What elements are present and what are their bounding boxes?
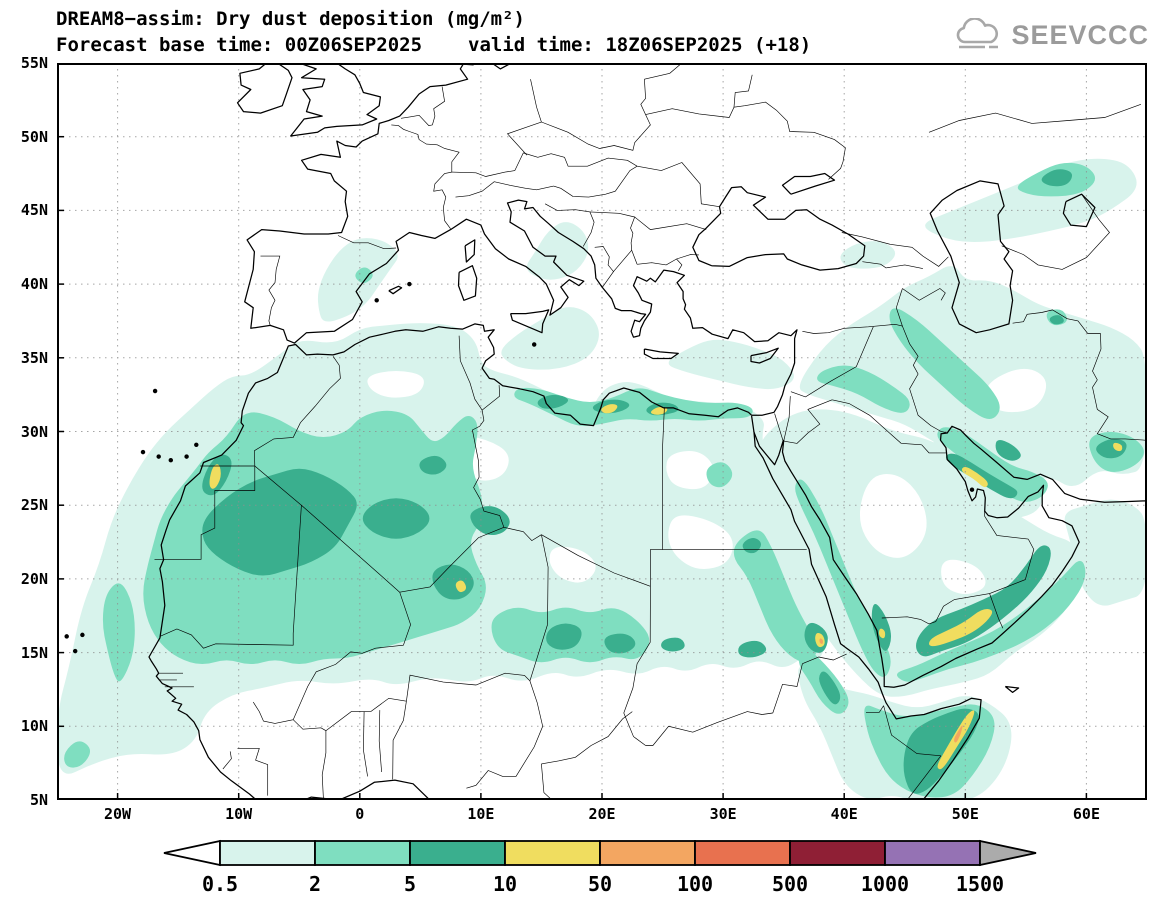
lon-tick-label: 10E [467, 805, 495, 823]
colorbar-tick-label: 1500 [956, 872, 1004, 896]
lat-tick-label: 30N [20, 422, 48, 441]
valid-time: valid time: 18Z06SEP2025 (+18) [468, 34, 812, 56]
lon-tick-label: 40E [830, 805, 858, 823]
logo: SEEVCCC [952, 18, 1149, 52]
colorbar-segment [789, 840, 886, 866]
colorbar-tick-label: 100 [677, 872, 713, 896]
colorbar-segment [599, 840, 696, 866]
small-island [64, 634, 69, 639]
colorbar-underflow-arrow [163, 839, 221, 867]
small-island [140, 449, 146, 455]
small-island [184, 454, 189, 459]
small-island [194, 442, 199, 448]
small-island [969, 487, 975, 492]
lat-tick-label: 40N [20, 275, 48, 294]
lon-tick-label: 10W [225, 805, 253, 823]
map-canvas [57, 63, 1147, 800]
plot-subtitle: Forecast base time: 00Z06SEP2025 valid ti… [56, 32, 811, 58]
small-island [80, 632, 85, 638]
small-island [168, 457, 174, 463]
lat-tick-label: 5N [29, 791, 48, 809]
colorbar-canvas: 0.5 2 5 10 50 100 500 1000 1500 [163, 839, 1037, 896]
colorbar-overflow-arrow [979, 839, 1037, 867]
colorbar-segment [409, 840, 506, 866]
border-layer [154, 63, 1147, 800]
lat-tick-label: 10N [20, 717, 48, 736]
small-island [407, 281, 412, 287]
lon-tick-label: 30E [709, 805, 737, 823]
small-island [374, 298, 379, 303]
colorbar-tick-label: 5 [404, 872, 416, 896]
cloud-icon [957, 18, 999, 49]
small-island [531, 342, 537, 347]
colorbar: 0.5 2 5 10 50 100 500 1000 1500 [158, 837, 1048, 903]
title-block: DREAM8−assim: Dry dust deposition (mg/m²… [56, 6, 811, 58]
lat-tick-label: 50N [20, 127, 48, 146]
lat-tick-label: 45N [20, 201, 48, 220]
lon-tick-label: 60E [1072, 805, 1100, 823]
colorbar-segment [314, 840, 411, 866]
small-island [152, 388, 158, 394]
forecast-base-time: Forecast base time: 00Z06SEP2025 [56, 34, 423, 56]
colorbar-segment [219, 840, 316, 866]
dust-fill-layer [57, 158, 1147, 800]
lat-tick-label: 15N [20, 643, 48, 662]
colorbar-tick-label: 1000 [861, 872, 909, 896]
map-panel [57, 63, 1147, 800]
small-island [156, 454, 161, 459]
colorbar-segment [884, 840, 981, 866]
plot-title: DREAM8−assim: Dry dust deposition (mg/m²… [56, 8, 525, 30]
colorbar-segment [504, 840, 601, 866]
colorbar-tick-label: 500 [772, 872, 808, 896]
colorbar-tick-label: 2 [309, 872, 321, 896]
lat-tick-label: 55N [20, 54, 48, 72]
colorbar-tick-label: 50 [588, 872, 612, 896]
lon-tick-label: 50E [951, 805, 979, 823]
logo-text: SEEVCCC [1011, 19, 1149, 50]
coastline-layer [64, 63, 1147, 800]
lat-tick-label: 35N [20, 348, 48, 367]
colorbar-segment [694, 840, 791, 866]
lat-tick-label: 25N [20, 496, 48, 515]
map-frame [57, 63, 1147, 800]
lon-tick-label: 20W [104, 805, 132, 823]
lon-tick-label: 20E [588, 805, 616, 823]
lat-tick-label: 20N [20, 569, 48, 588]
lon-tick-label: 0 [355, 805, 365, 823]
small-island [72, 648, 78, 654]
colorbar-tick-label: 10 [493, 872, 517, 896]
colorbar-tick-label: 0.5 [202, 872, 238, 896]
